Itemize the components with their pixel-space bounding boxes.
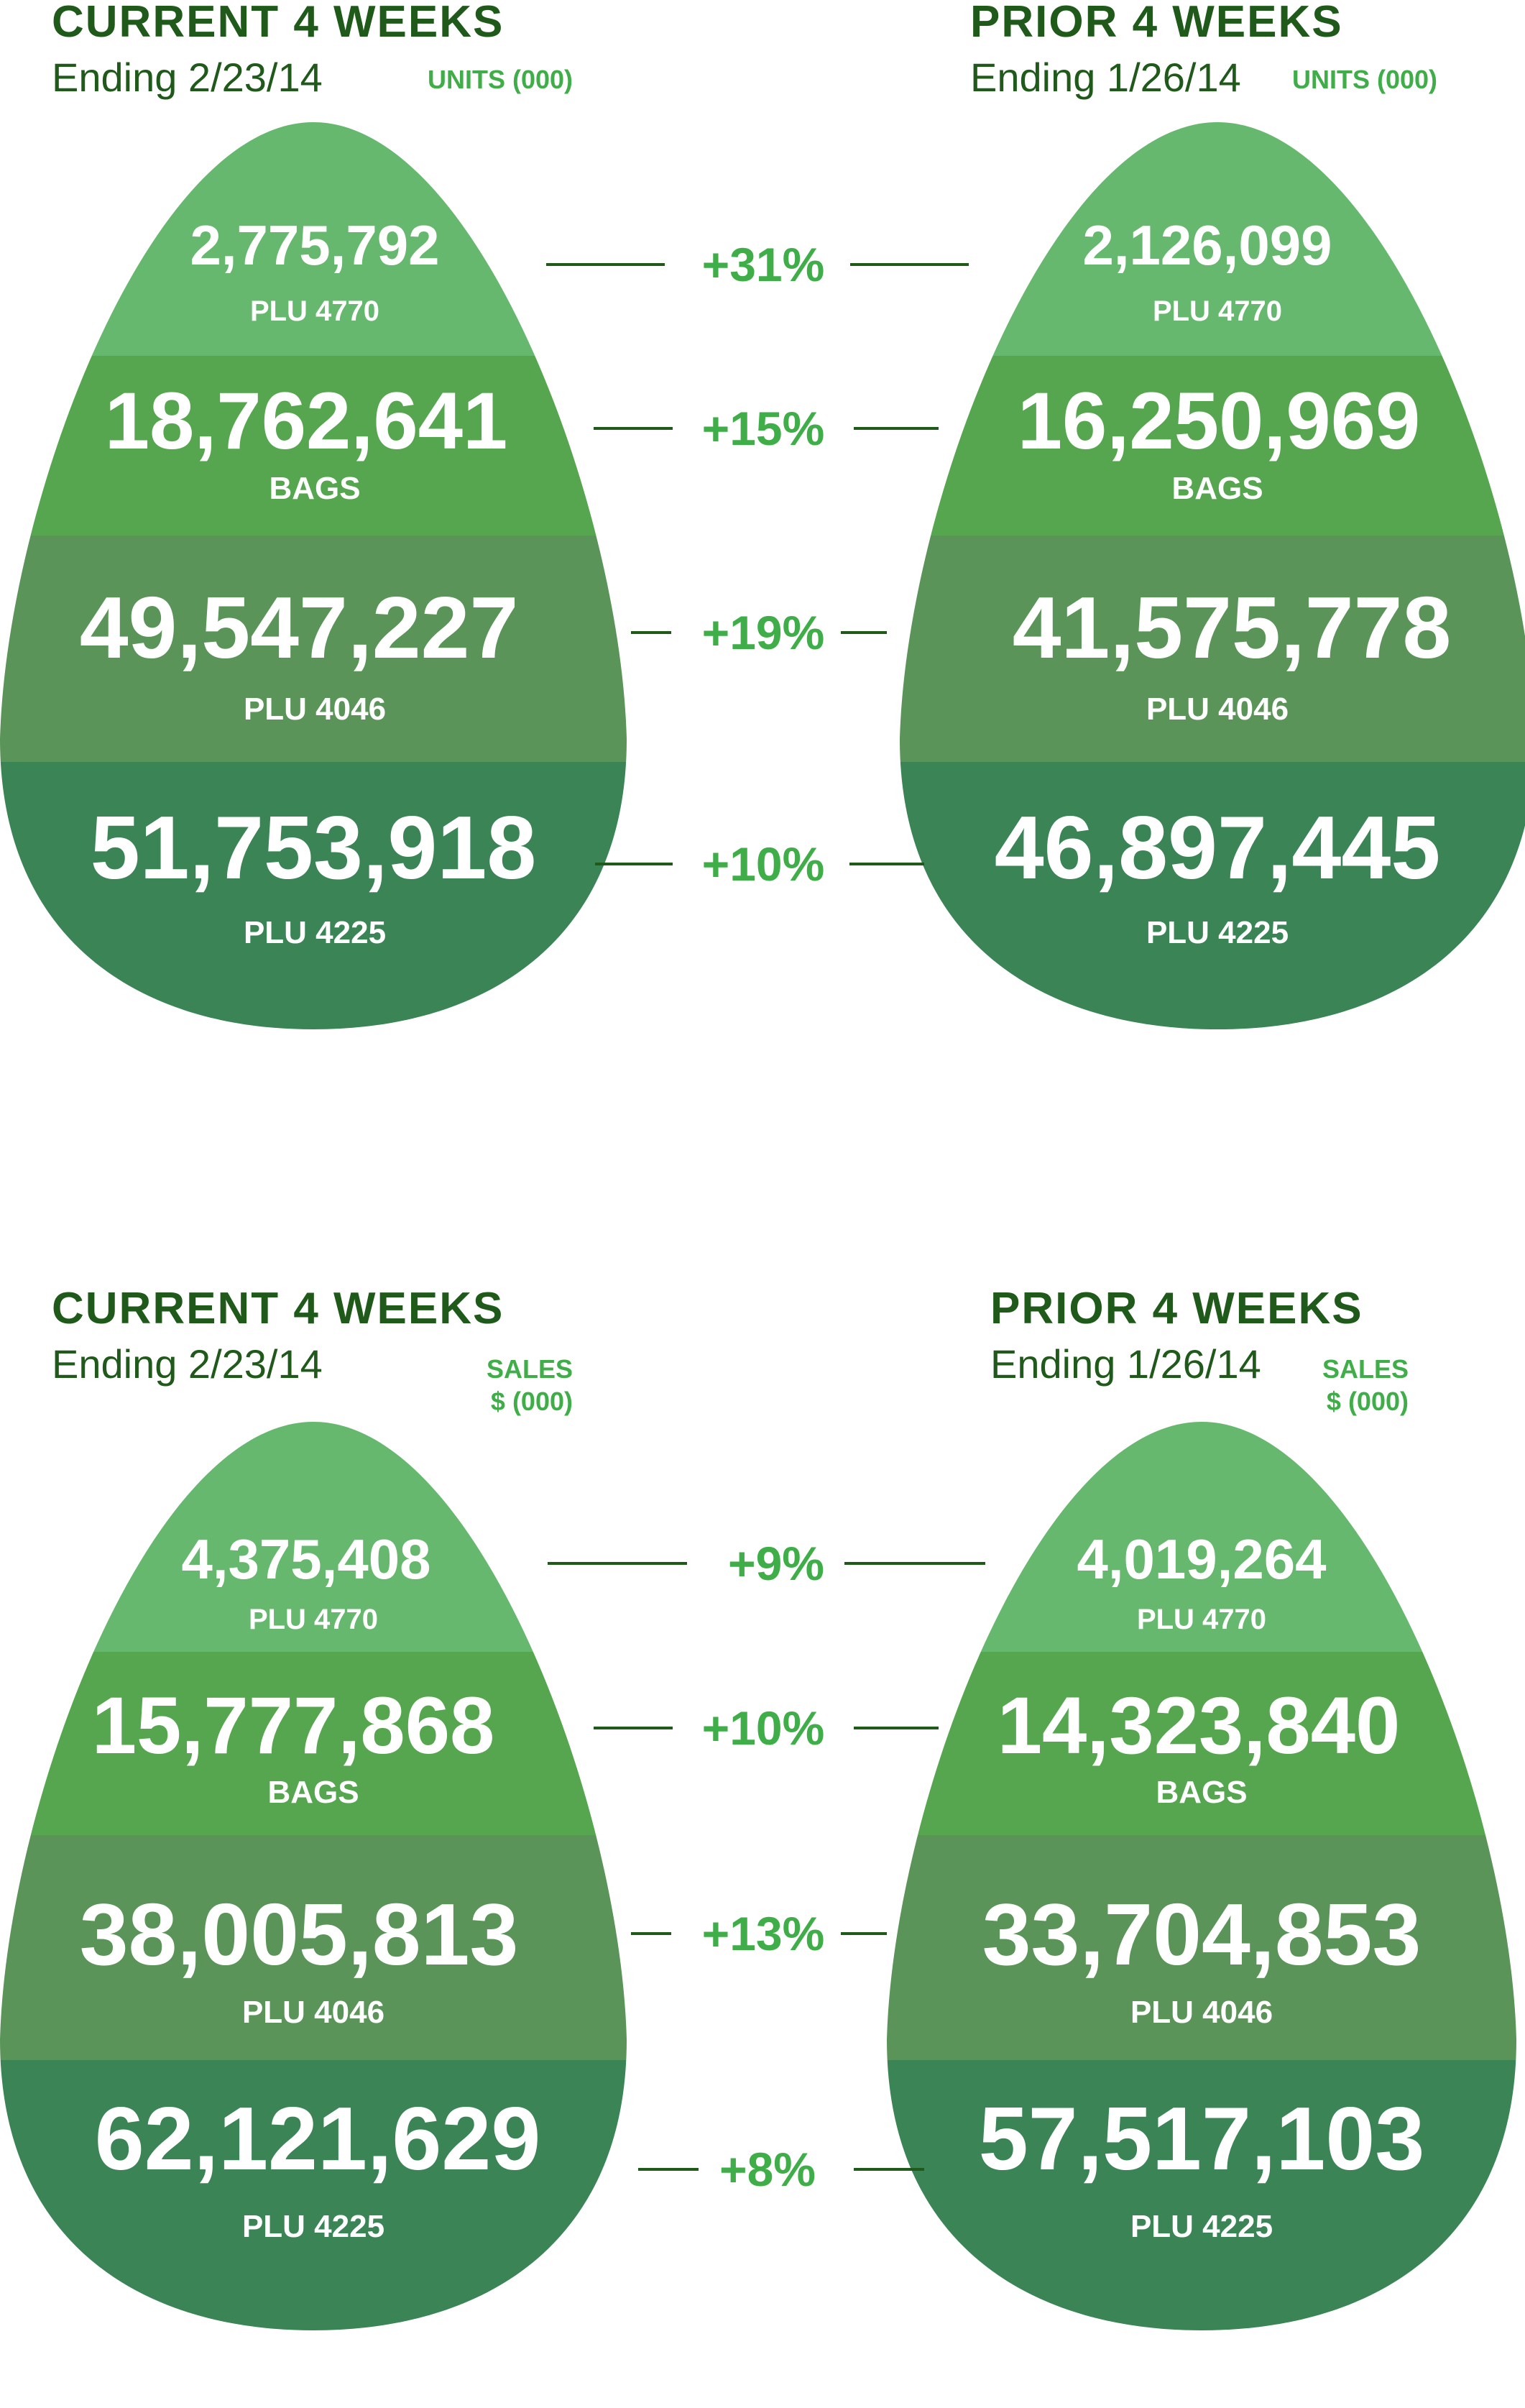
metric-line-1: SALES bbox=[486, 1354, 573, 1384]
connector-right bbox=[844, 1562, 985, 1565]
connector-right bbox=[841, 1932, 887, 1935]
units-current-metric-label: UNITS (000) bbox=[428, 63, 573, 96]
metric-line-2: $ (000) bbox=[1326, 1387, 1409, 1416]
tier-bags-band bbox=[0, 1652, 627, 1835]
current-label-bags: BAGS bbox=[267, 1775, 359, 1810]
tier-4046-band bbox=[900, 536, 1525, 762]
connector-left bbox=[548, 1562, 687, 1565]
connector-right bbox=[850, 263, 969, 266]
header-subtitle: Ending 1/26/14 bbox=[970, 55, 1241, 100]
current-label-bags: BAGS bbox=[269, 471, 361, 506]
connector-right bbox=[841, 631, 887, 634]
tier-bags-band bbox=[0, 356, 627, 536]
change-4225: +10% bbox=[701, 837, 825, 891]
sales-current-header: CURRENT 4 WEEKS Ending 2/23/14 bbox=[52, 1287, 504, 1384]
change-bags: +10% bbox=[701, 1701, 825, 1755]
prior-label-4046: PLU 4046 bbox=[1146, 691, 1289, 727]
change-4225: +8% bbox=[719, 2143, 816, 2196]
prior-value-4770: 4,019,264 bbox=[1077, 1527, 1327, 1591]
current-value-4770: 2,775,792 bbox=[190, 213, 440, 277]
current-label-4046: PLU 4046 bbox=[243, 691, 387, 727]
prior-value-4046: 41,575,778 bbox=[1012, 579, 1452, 676]
units-prior-metric-label: UNITS (000) bbox=[1292, 63, 1437, 96]
current-label-4046: PLU 4046 bbox=[241, 1995, 385, 2030]
tier-4046-band bbox=[0, 536, 627, 762]
sales-prior-header: PRIOR 4 WEEKS Ending 1/26/14 bbox=[990, 1287, 1363, 1384]
connector-left bbox=[595, 863, 673, 865]
header-title: CURRENT 4 WEEKS bbox=[52, 1284, 505, 1333]
prior-value-4770: 2,126,099 bbox=[1082, 213, 1332, 277]
connector-right bbox=[849, 863, 924, 865]
header-title: CURRENT 4 WEEKS bbox=[52, 0, 505, 47]
prior-label-4770: PLU 4770 bbox=[1136, 1604, 1267, 1635]
change-bags: +15% bbox=[701, 402, 825, 455]
current-value-bags: 15,777,868 bbox=[91, 1681, 495, 1770]
units-egg-graphics bbox=[0, 122, 1525, 1029]
current-value-4046: 49,547,227 bbox=[79, 579, 519, 676]
connector-right bbox=[854, 427, 939, 430]
prior-label-4770: PLU 4770 bbox=[1152, 295, 1283, 327]
prior-label-4225: PLU 4225 bbox=[1146, 915, 1289, 950]
metric-line-1: SALES bbox=[1322, 1354, 1409, 1384]
sales-panel: CURRENT 4 WEEKS Ending 2/23/14 SALES $ (… bbox=[0, 1287, 1525, 2408]
change-4770: +31% bbox=[701, 238, 825, 291]
units-panel: CURRENT 4 WEEKS Ending 2/23/14 UNITS (00… bbox=[0, 0, 1525, 1121]
prior-label-4225: PLU 4225 bbox=[1130, 2209, 1273, 2244]
prior-label-bags: BAGS bbox=[1171, 471, 1263, 506]
prior-value-4225: 46,897,445 bbox=[994, 799, 1441, 898]
current-value-4046: 38,005,813 bbox=[79, 1885, 519, 1983]
current-value-4770: 4,375,408 bbox=[181, 1527, 431, 1591]
sales-prior-metric-label: SALES $ (000) bbox=[1322, 1353, 1409, 1417]
change-4046: +13% bbox=[701, 1907, 825, 1960]
change-4770: +9% bbox=[728, 1537, 824, 1590]
tier-bags-band bbox=[900, 356, 1525, 536]
header-title: PRIOR 4 WEEKS bbox=[990, 1284, 1363, 1333]
prior-value-4046: 33,704,853 bbox=[982, 1885, 1422, 1983]
current-label-4225: PLU 4225 bbox=[243, 915, 387, 950]
connector-left bbox=[546, 263, 665, 266]
current-value-4225: 62,121,629 bbox=[94, 2090, 541, 2189]
header-subtitle: Ending 2/23/14 bbox=[52, 1341, 323, 1387]
current-label-4225: PLU 4225 bbox=[241, 2209, 385, 2244]
prior-value-bags: 14,323,840 bbox=[997, 1681, 1401, 1770]
metric-line-2: $ (000) bbox=[490, 1387, 573, 1416]
current-value-4225: 51,753,918 bbox=[90, 799, 537, 898]
prior-label-bags: BAGS bbox=[1156, 1775, 1248, 1810]
connector-left bbox=[631, 631, 671, 634]
prior-value-bags: 16,250,969 bbox=[1017, 376, 1421, 466]
sales-current-metric-label: SALES $ (000) bbox=[487, 1353, 573, 1417]
current-value-bags: 18,762,641 bbox=[104, 376, 508, 466]
connector-left bbox=[594, 1727, 673, 1729]
header-title: PRIOR 4 WEEKS bbox=[970, 0, 1343, 47]
header-subtitle: Ending 1/26/14 bbox=[990, 1341, 1261, 1387]
tier-bags-band bbox=[887, 1652, 1516, 1835]
connector-left bbox=[594, 427, 673, 430]
header-subtitle: Ending 2/23/14 bbox=[52, 55, 323, 100]
tier-4046-band bbox=[887, 1835, 1516, 2060]
metric-line-1: UNITS (000) bbox=[1291, 65, 1437, 94]
current-label-4770: PLU 4770 bbox=[249, 295, 380, 327]
connector-left bbox=[631, 1932, 671, 1935]
metric-line-1: UNITS (000) bbox=[427, 65, 573, 94]
change-4046: +19% bbox=[701, 606, 825, 659]
units-current-header: CURRENT 4 WEEKS Ending 2/23/14 bbox=[52, 0, 504, 98]
units-prior-header: PRIOR 4 WEEKS Ending 1/26/14 bbox=[970, 0, 1343, 98]
connector-right bbox=[854, 2168, 924, 2171]
connector-right bbox=[854, 1727, 939, 1729]
tier-4046-band bbox=[0, 1835, 627, 2060]
sales-egg-graphics bbox=[0, 1422, 1516, 2330]
prior-label-4046: PLU 4046 bbox=[1130, 1995, 1273, 2030]
prior-value-4225: 57,517,103 bbox=[978, 2090, 1425, 2189]
connector-left bbox=[638, 2168, 699, 2171]
current-label-4770: PLU 4770 bbox=[248, 1604, 379, 1635]
